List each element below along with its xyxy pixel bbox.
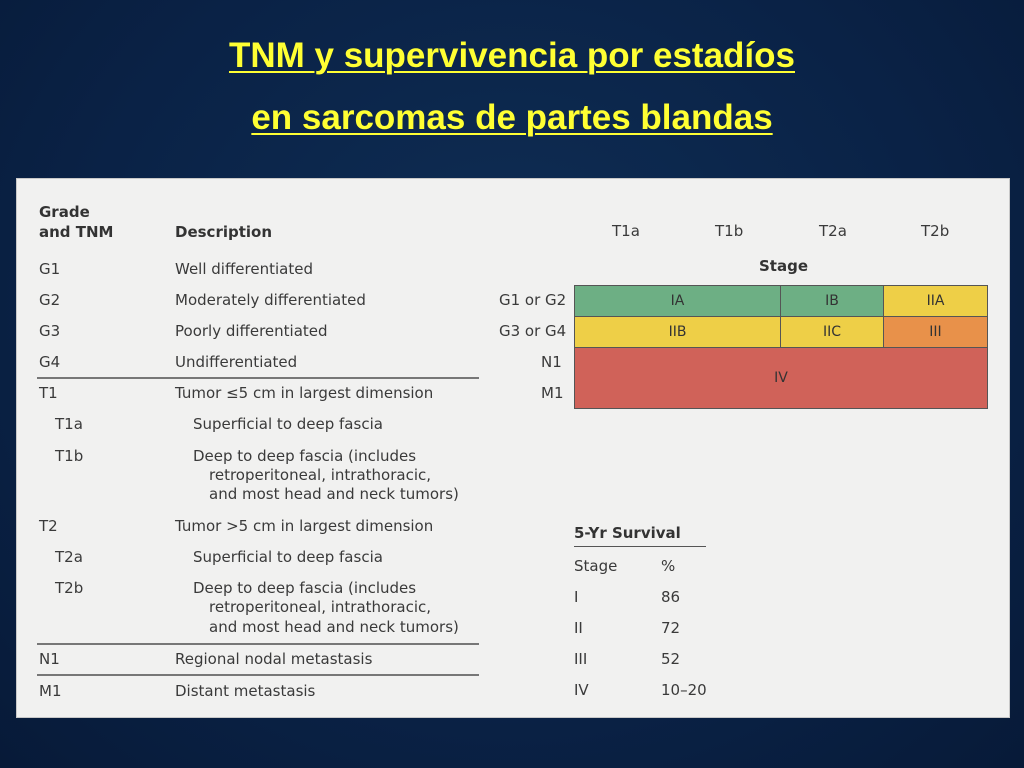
row-desc-t1b-line1: Deep to deep fascia (includes xyxy=(193,447,417,465)
survival-col-pct: % xyxy=(661,557,676,575)
tnm-table-panel: Grade and TNM Description G1 Well differ… xyxy=(16,178,1010,718)
row-desc-t2b-line2: retroperitoneal, intrathoracic, xyxy=(209,598,432,616)
row-code-g2: G2 xyxy=(39,291,61,309)
row-desc-t1a: Superficial to deep fascia xyxy=(193,415,383,433)
stage-cell-iv: IV xyxy=(574,347,988,409)
row-code-t2a: T2a xyxy=(55,548,83,566)
grid-row-g3-g4: G3 or G4 xyxy=(499,322,567,340)
survival-stage-ii: II xyxy=(574,619,583,637)
grid-col-t1b: T1b xyxy=(715,222,744,240)
survival-title: 5-Yr Survival xyxy=(574,524,681,542)
survival-pct-ii: 72 xyxy=(661,619,681,637)
survival-pct-i: 86 xyxy=(661,588,681,606)
divider-n xyxy=(37,674,479,676)
survival-stage-i: I xyxy=(574,588,579,606)
grid-stage-label: Stage xyxy=(759,257,809,275)
row-desc-n1: Regional nodal metastasis xyxy=(175,650,373,668)
slide-title-line-1: TNM y supervivencia por estadíos xyxy=(228,36,795,75)
row-code-g4: G4 xyxy=(39,353,61,371)
row-code-t1a: T1a xyxy=(55,415,83,433)
row-desc-t2b-line1: Deep to deep fascia (includes xyxy=(193,579,417,597)
stage-cell-iia: IIA xyxy=(883,285,988,317)
row-desc-m1: Distant metastasis xyxy=(175,682,316,700)
row-code-g3: G3 xyxy=(39,322,61,340)
row-desc-t2a: Superficial to deep fascia xyxy=(193,548,383,566)
row-desc-t2: Tumor >5 cm in largest dimension xyxy=(175,517,434,535)
row-code-m1: M1 xyxy=(39,682,62,700)
row-desc-g2: Moderately differentiated xyxy=(175,291,366,309)
row-desc-g1: Well differentiated xyxy=(175,260,313,278)
grid-row-g1-g2: G1 or G2 xyxy=(499,291,567,309)
survival-pct-iv: 10–20 xyxy=(661,681,707,699)
header-grade: Grade xyxy=(39,203,90,221)
divider-t xyxy=(37,643,479,645)
row-desc-g4: Undifferentiated xyxy=(175,353,298,371)
stage-cell-ia: IA xyxy=(574,285,781,317)
row-desc-t1: Tumor ≤5 cm in largest dimension xyxy=(175,384,434,402)
row-desc-t2b-line3: and most head and neck tumors) xyxy=(209,618,459,636)
header-description: Description xyxy=(175,223,273,241)
header-and-tnm: and TNM xyxy=(39,223,114,241)
grid-col-t2b: T2b xyxy=(921,222,950,240)
row-desc-g3: Poorly differentiated xyxy=(175,322,328,340)
grid-row-m1: M1 xyxy=(541,384,564,402)
stage-cell-iic: IIC xyxy=(780,316,884,348)
row-code-t2b: T2b xyxy=(55,579,84,597)
row-code-n1: N1 xyxy=(39,650,60,668)
survival-pct-iii: 52 xyxy=(661,650,681,668)
row-code-t1: T1 xyxy=(39,384,58,402)
survival-stage-iii: III xyxy=(574,650,588,668)
grid-col-t2a: T2a xyxy=(819,222,847,240)
row-code-t2: T2 xyxy=(39,517,58,535)
divider-grade xyxy=(37,377,479,379)
survival-divider xyxy=(574,546,706,547)
grid-col-t1a: T1a xyxy=(612,222,640,240)
slide-title-line-2: en sarcomas de partes blandas xyxy=(251,98,773,137)
grid-row-n1: N1 xyxy=(541,353,562,371)
row-code-g1: G1 xyxy=(39,260,61,278)
row-code-t1b: T1b xyxy=(55,447,84,465)
survival-col-stage: Stage xyxy=(574,557,618,575)
survival-stage-iv: IV xyxy=(574,681,589,699)
stage-cell-iib: IIB xyxy=(574,316,781,348)
stage-cell-iii: III xyxy=(883,316,988,348)
row-desc-t1b-line3: and most head and neck tumors) xyxy=(209,485,459,503)
stage-cell-ib: IB xyxy=(780,285,884,317)
row-desc-t1b-line2: retroperitoneal, intrathoracic, xyxy=(209,466,432,484)
